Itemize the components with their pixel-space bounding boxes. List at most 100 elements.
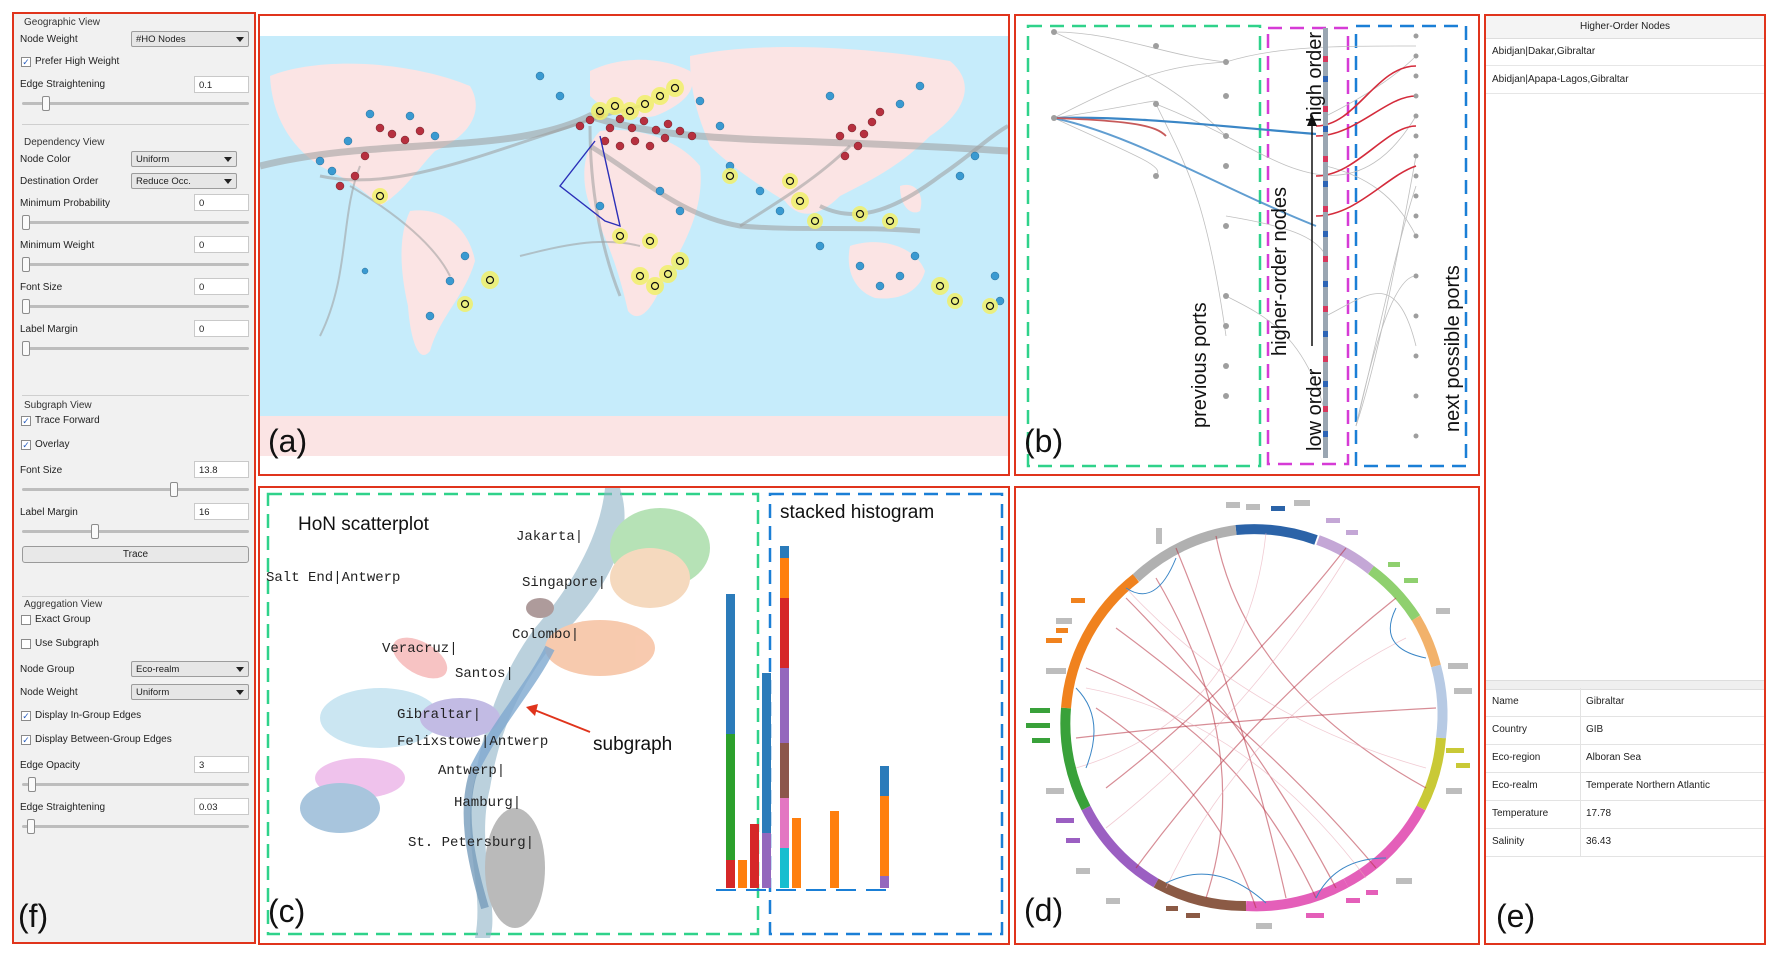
aggregation-node-weight-dropdown[interactable]: Uniform [131,684,249,700]
subgraph-label: subgraph [593,734,672,755]
node-weight-dropdown[interactable]: #HO Nodes [131,31,249,47]
port-node-column [1051,29,1229,399]
scatter-points [300,488,710,938]
edge-straightening-slider[interactable] [22,102,249,105]
histogram-bar [780,546,789,888]
histogram-bar [726,594,735,888]
label-margin-slider[interactable] [22,347,249,350]
panel-label-d: (d) [1024,892,1064,928]
property-value: 17.78 [1586,808,1612,819]
label-margin-slider-handle[interactable] [22,341,30,356]
subgraph-font-size-field[interactable]: 13.8 [194,461,249,478]
edge-opacity-field[interactable]: 3 [194,756,249,773]
next-ports-box [1354,24,1468,468]
control-panel: Geographic View Node Weight #HO Nodes ✓ … [12,12,256,944]
hon-scatterplot[interactable]: HoN scatterplot stacked histogram Jakart… [260,488,1008,943]
dependency-graph[interactable]: previous ports higher-order nodes high o… [1016,16,1478,474]
in-group-edges [1075,557,1427,904]
use-subgraph-checkbox[interactable] [21,639,31,649]
port-label-felixstowe: Felixstowe|Antwerp [397,734,548,750]
node-group-label: Node Group [20,664,75,675]
splitter[interactable] [1486,680,1764,690]
minimum-probability-slider-handle[interactable] [22,215,30,230]
geographic-view: (a) [258,14,1010,476]
minimum-weight-slider[interactable] [22,263,249,266]
panel-label-f: (f) [18,898,49,934]
subgraph-label-margin-label: Label Margin [20,507,78,518]
destination-order-dropdown[interactable]: Reduce Occ. [131,173,237,189]
arrow-head-icon [1307,114,1317,126]
aggregation-edge-straightening-field[interactable]: 0.03 [194,798,249,815]
minimum-probability-slider[interactable] [22,221,249,224]
aggregation-edge-straightening-slider-handle[interactable] [27,819,35,834]
label-margin-field[interactable]: 0 [194,320,249,337]
exact-group-checkbox[interactable] [21,615,31,625]
table-row: Salinity 36.43 [1486,828,1764,857]
trace-forward-checkbox[interactable]: ✓ [21,416,31,426]
node-color-dropdown[interactable]: Uniform [131,151,237,167]
chevron-down-icon [236,667,244,672]
list-item[interactable]: Abidjan|Apapa-Lagos,Gibraltar [1486,66,1764,94]
property-name: Country [1492,724,1528,735]
subgraph-font-size-slider[interactable] [22,488,249,491]
previous-ports-box [1026,24,1262,468]
port-label-jakarta: Jakarta| [516,529,583,545]
aggregation-view: (d) [1014,486,1480,945]
use-subgraph-label: Use Subgraph [35,638,99,649]
port-nodes [315,71,1005,321]
aggregation-view-title: Aggregation View [24,599,103,610]
between-group-edges-checkbox[interactable]: ✓ [21,735,31,745]
font-size-slider[interactable] [22,305,249,308]
world-map[interactable] [260,16,1008,474]
table-row: Country GIB [1486,716,1764,745]
font-size-slider-handle[interactable] [22,299,30,314]
histogram-bar [762,673,771,888]
minimum-probability-field[interactable]: 0 [194,194,249,211]
minimum-weight-slider-handle[interactable] [22,257,30,272]
port-label-antwerp: Antwerp| [438,763,505,779]
high-order-edges [1315,65,1417,217]
minimum-weight-label: Minimum Weight [20,240,95,251]
exact-group-label: Exact Group [35,614,91,625]
destination-order-value: Reduce Occ. [136,176,191,187]
prefer-high-weight-checkbox[interactable]: ✓ [21,57,31,67]
higher-order-nodes-label: higher-order nodes [1269,187,1291,356]
port-label-santos: Santos| [455,666,514,682]
selected-route [559,135,621,228]
trace-button[interactable]: Trace [22,546,249,563]
chevron-down-icon [224,157,232,162]
font-size-field[interactable]: 0 [194,278,249,295]
edge-straightening-slider-handle[interactable] [42,96,50,111]
edge-straightening-field[interactable]: 0.1 [194,76,249,93]
aggregation-edge-straightening-slider[interactable] [22,825,249,828]
subgraph-label-margin-slider[interactable] [22,530,249,533]
chevron-down-icon [236,690,244,695]
subgraph-view-title: Subgraph View [24,400,92,411]
divider [22,596,249,597]
overlay-checkbox[interactable]: ✓ [21,440,31,450]
info-panel: Higher-Order Nodes Abidjan|Dakar,Gibralt… [1484,14,1766,945]
outer-histogram [1046,500,1472,929]
node-weight-value: #HO Nodes [136,34,186,45]
divider [22,124,249,125]
chord-diagram[interactable] [1016,488,1478,943]
property-name: Salinity [1492,836,1525,847]
subgraph-label-margin-slider-handle[interactable] [91,524,99,539]
subgraph-label-margin-field[interactable]: 16 [194,503,249,520]
list-item[interactable]: Abidjan|Dakar,Gibraltar [1486,38,1764,66]
histogram-bar [750,824,759,888]
node-group-dropdown[interactable]: Eco-realm [131,661,249,677]
node-group-value: Eco-realm [136,664,180,675]
edge-opacity-slider-handle[interactable] [28,777,36,792]
panel-label-a: (a) [268,423,308,459]
in-group-edges-checkbox[interactable]: ✓ [21,711,31,721]
minimum-weight-field[interactable]: 0 [194,236,249,253]
edge-opacity-slider[interactable] [22,783,249,786]
geographic-view-title: Geographic View [24,17,100,28]
port-label-veracruz: Veracruz| [382,641,458,657]
property-value: GIB [1586,724,1604,735]
previous-ports-label: previous ports [1189,302,1211,428]
subgraph-font-size-slider-handle[interactable] [170,482,178,497]
histogram-title: stacked histogram [780,502,934,523]
higher-order-nodes-box [1266,26,1350,466]
